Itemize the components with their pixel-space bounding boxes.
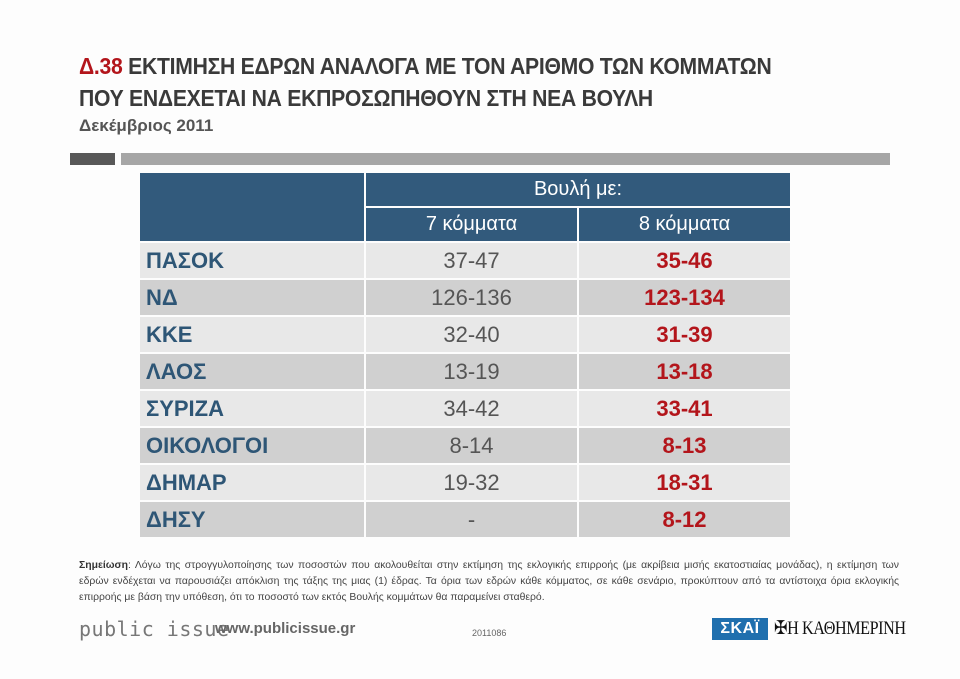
footnote: Σημείωση: Λόγω της στρογγυλοποίησης των … [79,558,899,606]
seats-7: 37-47 [364,241,579,280]
corner-cell [138,171,366,243]
column-header-8: 8 κόμματα [577,206,792,243]
subtitle-date: Δεκέμβριος 2011 [79,116,214,135]
table-row: ΟΙΚΟΛΟΓΟΙ 8-14 8-13 [138,426,792,465]
seats-8: 123-134 [577,278,792,317]
table-row: ΣΥΡΙΖΑ 34-42 33-41 [138,389,792,428]
footnote-label: Σημείωση [79,560,128,571]
column-header-7: 7 κόμματα [364,206,579,243]
kathimerini-logo: ✠Η ΚΑΘΗΜΕΡΙΝΗ [774,617,906,640]
skai-logo: ΣΚΑΪ [712,618,768,640]
footnote-text: : Λόγω της στρογγυλοποίησης των ποσοστών… [79,560,899,603]
table-row: ΚΚΕ 32-40 31-39 [138,315,792,354]
seats-table: Βουλή με: 7 κόμματα 8 κόμματα ΠΑΣΟΚ 37-4… [138,171,792,539]
brand-logo: public issue [79,617,230,641]
kathimerini-emblem-icon: ✠ [774,618,788,639]
seats-8: 13-18 [577,352,792,391]
title-line-1: ΕΚΤΙΜΗΣΗ ΕΔΡΩΝ ΑΝΑΛΟΓΑ ΜΕ ΤΟΝ ΑΡΙΘΜΟ ΤΩΝ… [128,53,772,79]
seats-8: 8-13 [577,426,792,465]
website-link[interactable]: www.publicissue.gr [215,620,356,637]
party-name: ΔΗΣΥ [138,500,366,539]
table-row: ΔΗΜΑΡ 19-32 18-31 [138,463,792,502]
seats-7: 32-40 [364,315,579,354]
party-name: ΣΥΡΙΖΑ [138,389,366,428]
slide-code: Δ.38 [79,53,123,79]
party-name: ΛΑΟΣ [138,352,366,391]
seats-8: 33-41 [577,389,792,428]
group-header: Βουλή με: [364,171,792,208]
seats-7: 34-42 [364,389,579,428]
seats-7: 19-32 [364,463,579,502]
kathimerini-text: Η ΚΑΘΗΜΕΡΙΝΗ [787,618,906,639]
seats-7: 126-136 [364,278,579,317]
page-title: Δ.38 ΕΚΤΙΜΗΣΗ ΕΔΡΩΝ ΑΝΑΛΟΓΑ ΜΕ ΤΟΝ ΑΡΙΘΜ… [79,50,843,114]
seats-7: 13-19 [364,352,579,391]
seats-7: - [364,500,579,539]
divider-dark [70,153,115,165]
party-name: ΟΙΚΟΛΟΓΟΙ [138,426,366,465]
seats-8: 31-39 [577,315,792,354]
seats-8: 18-31 [577,463,792,502]
table-row: ΔΗΣΥ - 8-12 [138,500,792,539]
table-row: ΝΔ 126-136 123-134 [138,278,792,317]
survey-code: 2011086 [472,628,507,638]
divider-gray [121,153,890,165]
party-name: ΝΔ [138,278,366,317]
table-row: ΛΑΟΣ 13-19 13-18 [138,352,792,391]
party-name: ΠΑΣΟΚ [138,241,366,280]
seats-8: 8-12 [577,500,792,539]
party-name: ΔΗΜΑΡ [138,463,366,502]
seats-7: 8-14 [364,426,579,465]
title-line-2: ΠΟΥ ΕΝΔΕΧΕΤΑΙ ΝΑ ΕΚΠΡΟΣΩΠΗΘΟΥΝ ΣΤΗ ΝΕΑ Β… [79,85,653,111]
table-row: ΠΑΣΟΚ 37-47 35-46 [138,241,792,280]
party-name: ΚΚΕ [138,315,366,354]
seats-8: 35-46 [577,241,792,280]
